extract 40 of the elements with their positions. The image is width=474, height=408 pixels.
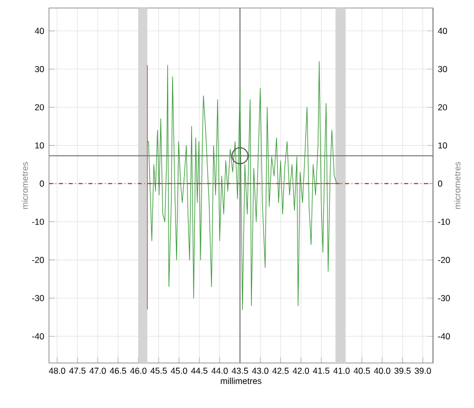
x-tick-label: 39.0: [414, 368, 431, 374]
y2-tick-label: 30: [438, 66, 448, 72]
y-tick-label: 20: [35, 104, 44, 110]
y-tick-label: 40: [34, 28, 44, 34]
x-tick-label: 40.5: [354, 368, 370, 374]
y-tick-label: -30: [32, 295, 44, 302]
x-tick-label: 43.0: [252, 368, 268, 374]
y2-tick-label: -40: [438, 333, 450, 340]
x-axis-title: millimetres: [220, 378, 262, 384]
x-tick-label: 42.5: [272, 368, 289, 374]
y-axis-title: micrometres: [22, 162, 28, 209]
x-tick-label: 46.0: [130, 368, 146, 374]
x-tick-label: 44.5: [191, 368, 208, 374]
x-tick-label: 40.0: [374, 368, 390, 374]
x-tick-label: 45.5: [150, 368, 167, 374]
x-tick-label: 41.0: [333, 368, 350, 374]
y-tick-label: -20: [32, 256, 44, 264]
y2-tick-label: 40: [438, 28, 448, 34]
x-tick-label: 43.5: [232, 368, 248, 374]
x-tick-label: 47.0: [90, 368, 106, 374]
y2-tick-label: 20: [438, 104, 448, 110]
x-tick-label: 45.0: [170, 368, 188, 374]
x-tick-label: 48.0: [48, 368, 66, 374]
y2-tick-label: -30: [438, 295, 450, 302]
y2-tick-label: -20: [438, 256, 450, 264]
y-tick-label: 30: [34, 66, 44, 72]
y-tick-label: -40: [32, 333, 44, 340]
x-tick-label: 42.0: [292, 368, 310, 374]
y2-tick-label: -10: [438, 218, 450, 225]
x-tick-label: 41.5: [313, 368, 330, 374]
x-tick-label: 46.5: [110, 368, 126, 374]
y2-tick-label: 10: [438, 142, 448, 148]
y2-tick-label: 0: [438, 180, 442, 187]
y2-axis-title: micrometres: [454, 162, 460, 209]
y-tick-label: 0: [40, 180, 44, 187]
x-tick-label: 39.5: [394, 368, 411, 374]
x-tick-label: 44.0: [211, 368, 228, 374]
y-tick-label: -10: [32, 218, 44, 225]
y-tick-label: 10: [35, 142, 44, 148]
x-tick-label: 47.5: [69, 368, 86, 374]
